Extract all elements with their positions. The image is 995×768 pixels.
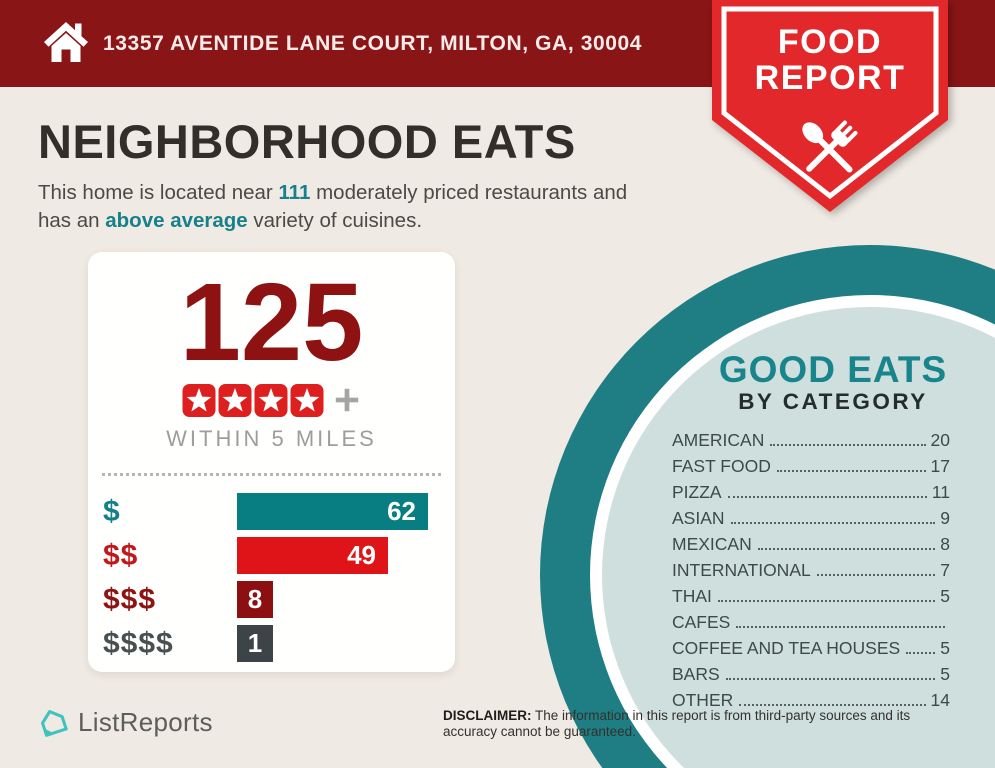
dotted-leader xyxy=(757,548,936,550)
category-label: THAI xyxy=(672,586,712,606)
dotted-leader xyxy=(776,470,926,472)
restaurant-total-count: 125 xyxy=(179,261,364,384)
dotted-leader xyxy=(727,496,927,498)
price-tier-label: $ xyxy=(103,494,121,528)
category-value: 7 xyxy=(940,560,950,580)
intro-line2-post: variety of cuisines. xyxy=(247,208,423,232)
category-value: 11 xyxy=(931,482,950,502)
dotted-leader xyxy=(770,444,926,446)
category-row: BARS 5 xyxy=(672,665,950,683)
dotted-leader xyxy=(736,626,945,628)
category-row: AMERICAN 20 xyxy=(672,431,950,449)
crossed-spoon-and-fork-icon xyxy=(802,120,858,173)
good-eats-title: GOOD EATS xyxy=(718,349,948,390)
category-label: CAFES xyxy=(672,612,731,632)
category-row: MEXICAN 8 xyxy=(672,535,950,553)
price-tier-row: $$ 49 xyxy=(103,537,442,575)
restaurant-count-highlight: 111 xyxy=(278,180,311,204)
dotted-leader xyxy=(730,522,936,524)
category-value: 20 xyxy=(930,430,950,450)
category-value: 14 xyxy=(930,690,950,710)
intro-section: NEIGHBORHOOD EATS This home is located n… xyxy=(38,116,678,234)
price-tier-bar: 62 xyxy=(237,493,428,531)
intro-line1-pre: This home is located near xyxy=(38,180,279,204)
category-row: COFFEE AND TEA HOUSES 5 xyxy=(672,639,950,657)
price-tier-label: $$$ xyxy=(103,582,157,616)
radius-caption: WITHIN 5 MILES xyxy=(166,426,377,452)
category-value: 5 xyxy=(940,664,950,684)
good-eats-panel: GOOD EATS BY CATEGORY AMERICAN 20 FAST FOO… xyxy=(603,350,995,717)
brand-name: ListReports xyxy=(78,706,213,737)
food-report-badge: FOOD REPORT xyxy=(712,0,948,212)
dashed-divider xyxy=(102,473,441,477)
category-value: 5 xyxy=(940,638,950,658)
price-tier-value: 1 xyxy=(247,628,263,659)
category-row: PIZZA 11 xyxy=(672,483,950,501)
star-rating xyxy=(88,382,455,418)
category-label: PIZZA xyxy=(672,482,722,502)
price-tier-row: $$$ 8 xyxy=(103,581,442,619)
dotted-leader xyxy=(725,678,936,680)
price-tier-label: $$ xyxy=(103,538,139,572)
price-tier-label: $$$$ xyxy=(103,626,174,660)
price-tier-value: 49 xyxy=(347,540,376,571)
restaurant-summary-card: 125 WITHIN 5 MILES $62 $$ 49 $$$ 8 $$$$ 1 xyxy=(88,252,455,672)
category-label: COFFEE AND TEA HOUSES xyxy=(672,638,901,658)
badge-line1: FOOD xyxy=(778,23,882,61)
category-value: 5 xyxy=(940,586,950,606)
category-row: ASIAN 9 xyxy=(672,509,950,527)
price-tier-bar: 49 xyxy=(237,537,388,575)
home-icon xyxy=(44,22,88,62)
category-value: 9 xyxy=(940,508,950,528)
price-tier-row: $62 xyxy=(103,493,442,531)
disclaimer: DISCLAIMER: The information in this repo… xyxy=(443,708,943,740)
category-label: BARS xyxy=(672,664,720,684)
yelp-star-icon xyxy=(182,383,216,417)
category-row: THAI 5 xyxy=(672,587,950,605)
listreports-brand: ListReports xyxy=(36,705,213,739)
disclaimer-label: DISCLAIMER: xyxy=(443,708,532,723)
category-label: FAST FOOD xyxy=(672,456,771,476)
price-tier-value: 8 xyxy=(247,584,263,615)
intro-line1-post: moderately priced restaurants and xyxy=(310,180,628,204)
category-label: AMERICAN xyxy=(672,430,765,450)
price-tier-bar: 1 xyxy=(237,625,273,663)
category-value: 8 xyxy=(940,534,950,554)
yelp-star-icon xyxy=(290,383,324,417)
category-row: CAFES xyxy=(672,613,950,631)
category-label: MEXICAN xyxy=(672,534,752,554)
plus-icon xyxy=(335,389,359,412)
category-label: ASIAN xyxy=(672,508,725,528)
badge-line2: REPORT xyxy=(755,59,906,97)
page-title: NEIGHBORHOOD EATS xyxy=(38,115,576,168)
category-row: OTHER 14 xyxy=(672,691,950,709)
category-label: OTHER xyxy=(672,690,734,710)
price-tier-value: 62 xyxy=(387,496,416,527)
yelp-star-icon xyxy=(218,383,252,417)
category-list: AMERICAN 20 FAST FOOD 17 PIZZA 11 ASIAN 9 MEXICA… xyxy=(672,431,950,709)
dotted-leader xyxy=(906,652,936,654)
good-eats-subtitle: BY CATEGORY xyxy=(738,389,928,414)
category-value: 17 xyxy=(930,456,950,476)
price-tier-row: $$$$ 1 xyxy=(103,625,442,663)
dotted-leader xyxy=(739,704,926,706)
listreports-logo-icon xyxy=(40,709,68,737)
category-label: INTERNATIONAL xyxy=(672,560,811,580)
price-tier-bar: 8 xyxy=(237,581,273,619)
category-row: FAST FOOD 17 xyxy=(672,457,950,475)
disclaimer-text: The information in this report is from t… xyxy=(443,708,911,739)
variety-highlight: above average xyxy=(105,208,248,232)
property-address: 13357 AVENTIDE LANE COURT, MILTON, GA, 3… xyxy=(103,31,643,55)
yelp-star-icon xyxy=(254,383,288,417)
intro-line2-pre: has an xyxy=(38,208,106,232)
intro-sentence: This home is located near 111 moderately… xyxy=(38,179,678,235)
dotted-leader xyxy=(717,600,936,602)
category-row: INTERNATIONAL 7 xyxy=(672,561,950,579)
price-tier-bar-chart: $62 $$ 49 $$$ 8 $$$$ 1 xyxy=(103,493,442,663)
good-eats-circle: GOOD EATS BY CATEGORY AMERICAN 20 FAST FOO… xyxy=(540,245,995,768)
dotted-leader xyxy=(816,574,936,576)
